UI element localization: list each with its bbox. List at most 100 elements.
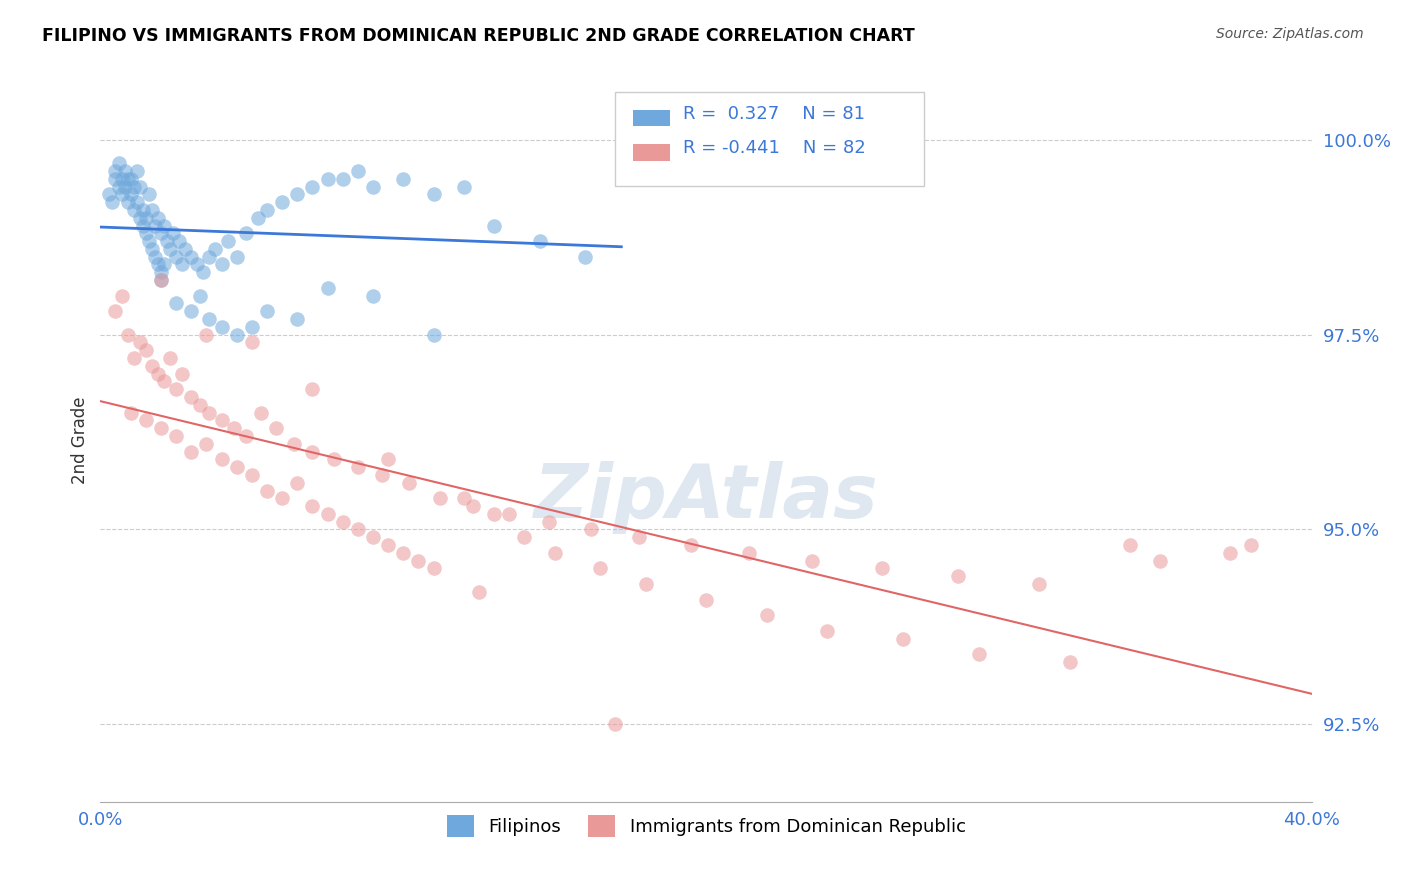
FancyBboxPatch shape [634, 145, 669, 161]
Point [301, 444, 323, 458]
Point [422, 327, 444, 342]
Point [146, 367, 169, 381]
Point [107, 156, 129, 170]
Point [165, 429, 187, 443]
Point [122, 202, 145, 217]
Point [579, 523, 602, 537]
Y-axis label: 2nd Grade: 2nd Grade [72, 396, 89, 483]
Point [240, 335, 263, 350]
Point [264, 421, 287, 435]
Point [634, 577, 657, 591]
Point [377, 452, 399, 467]
Point [153, 258, 176, 272]
Point [498, 507, 520, 521]
Point [346, 460, 368, 475]
Point [128, 335, 150, 350]
Text: Source: ZipAtlas.com: Source: ZipAtlas.com [1216, 27, 1364, 41]
Point [240, 467, 263, 482]
Point [114, 164, 136, 178]
Point [870, 561, 893, 575]
Point [125, 195, 148, 210]
Point [256, 202, 278, 217]
Point [211, 452, 233, 467]
Point [815, 624, 838, 638]
Point [141, 202, 163, 217]
Point [138, 187, 160, 202]
Point [1059, 655, 1081, 669]
Point [198, 250, 221, 264]
Point [1149, 554, 1171, 568]
Point [222, 421, 245, 435]
Point [104, 171, 127, 186]
Point [167, 234, 190, 248]
Point [246, 211, 269, 225]
Point [695, 592, 717, 607]
Text: R =  0.327    N = 81: R = 0.327 N = 81 [683, 104, 865, 123]
Point [141, 359, 163, 373]
Point [110, 288, 132, 302]
Point [679, 538, 702, 552]
Point [204, 242, 226, 256]
Point [149, 421, 172, 435]
Point [132, 219, 155, 233]
Point [135, 343, 157, 358]
Point [193, 265, 215, 279]
Point [211, 319, 233, 334]
Point [361, 530, 384, 544]
Point [225, 460, 247, 475]
Point [453, 491, 475, 506]
Point [250, 406, 273, 420]
Point [256, 483, 278, 498]
Point [755, 608, 778, 623]
Point [301, 382, 323, 396]
Point [195, 327, 218, 342]
Point [217, 234, 239, 248]
Point [628, 530, 651, 544]
Point [122, 179, 145, 194]
Point [574, 250, 596, 264]
Point [801, 554, 824, 568]
Point [468, 584, 491, 599]
Point [188, 288, 211, 302]
Point [104, 304, 127, 318]
Point [482, 219, 505, 233]
Point [429, 491, 451, 506]
Point [332, 515, 354, 529]
Point [285, 187, 308, 202]
Point [165, 382, 187, 396]
Point [619, 171, 641, 186]
Point [117, 195, 139, 210]
Point [544, 546, 567, 560]
Point [605, 717, 627, 731]
Point [240, 319, 263, 334]
Point [122, 351, 145, 365]
Point [198, 406, 221, 420]
Point [117, 171, 139, 186]
Point [332, 171, 354, 186]
Point [159, 351, 181, 365]
Point [149, 227, 172, 241]
Point [138, 234, 160, 248]
Point [120, 187, 142, 202]
Point [225, 250, 247, 264]
Point [225, 327, 247, 342]
Point [211, 258, 233, 272]
Point [156, 234, 179, 248]
Point [188, 398, 211, 412]
Point [172, 258, 194, 272]
Point [271, 195, 294, 210]
Point [235, 227, 257, 241]
Point [149, 265, 172, 279]
FancyBboxPatch shape [634, 110, 669, 126]
Point [172, 367, 194, 381]
Point [398, 475, 420, 490]
Point [392, 546, 415, 560]
Point [1028, 577, 1050, 591]
Point [135, 211, 157, 225]
Point [101, 195, 124, 210]
Point [967, 647, 990, 661]
Point [346, 523, 368, 537]
Point [461, 499, 484, 513]
Point [186, 258, 208, 272]
Point [162, 227, 184, 241]
